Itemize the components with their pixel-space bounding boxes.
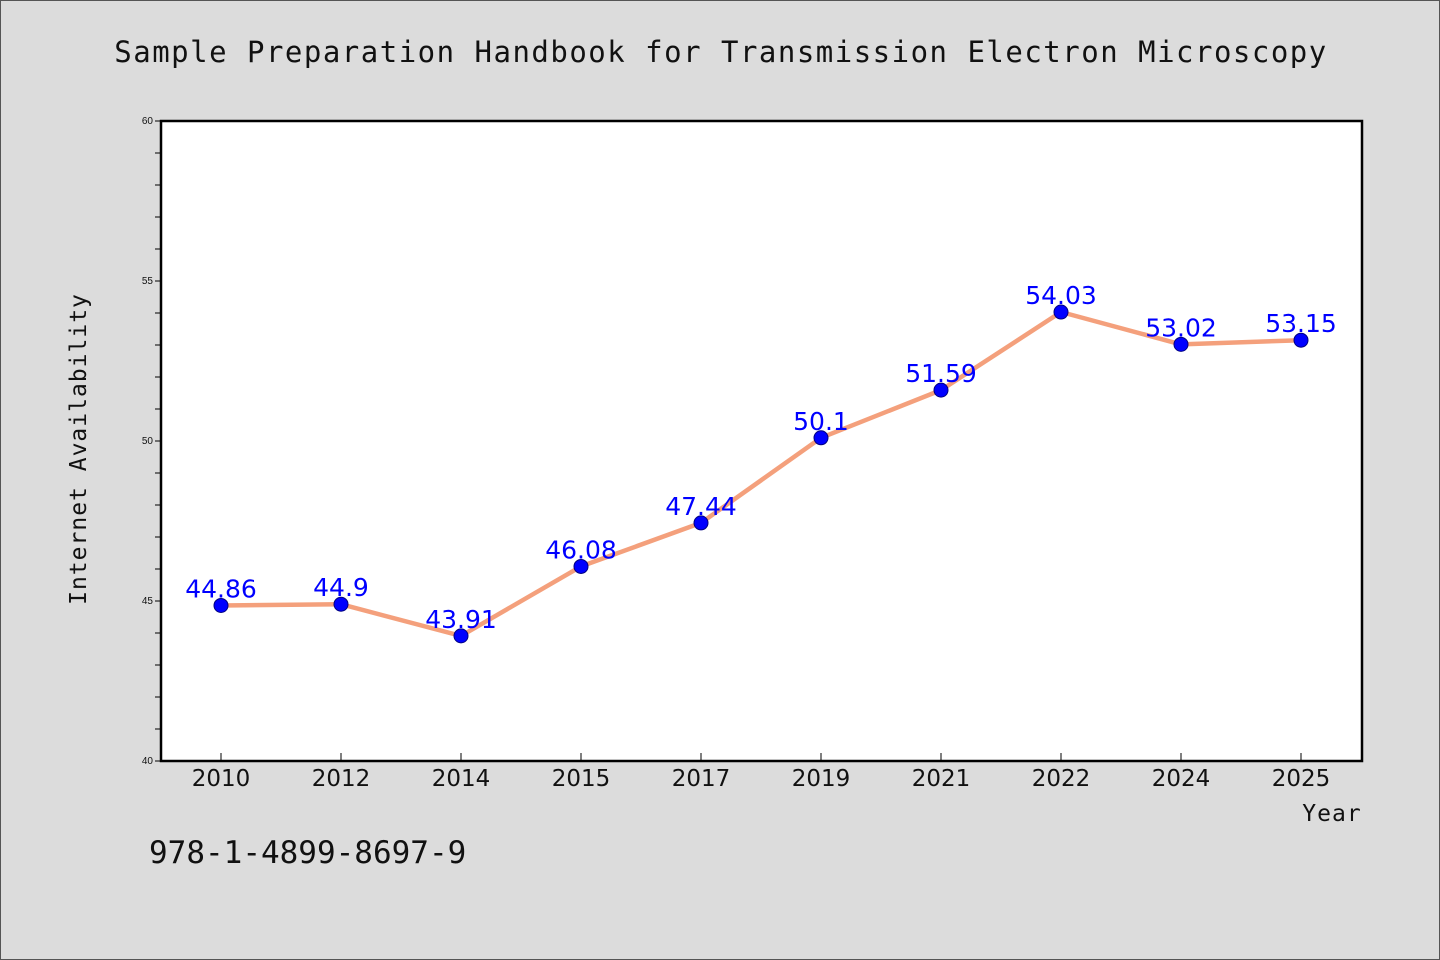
- series-line: [218, 309, 1304, 639]
- x-tick-label: 2024: [1152, 766, 1211, 792]
- data-point: [1293, 332, 1309, 348]
- data-point: [813, 430, 829, 446]
- y-tick-label: 40: [142, 756, 154, 767]
- plot-frame: [159, 119, 1364, 763]
- x-tick-label: 2021: [912, 766, 971, 792]
- data-point: [1173, 336, 1189, 352]
- data-label: 46.08: [545, 535, 617, 564]
- x-tick-label: 2012: [312, 766, 371, 792]
- data-point: [933, 382, 949, 398]
- data-point: [333, 596, 349, 612]
- chart-title: Sample Preparation Handbook for Transmis…: [114, 35, 1328, 69]
- y-axis-label: Internet Availability: [66, 293, 92, 605]
- data-label: 44.9: [313, 573, 369, 602]
- x-tick-label: 2022: [1032, 766, 1091, 792]
- y-tick-label: 45: [142, 596, 154, 607]
- y-tick-label: 50: [142, 436, 154, 447]
- x-axis-ticks: 2010 2012 2014 2015 2017 2019 2021 2022 2024 2025: [192, 753, 1331, 792]
- x-tick-label: 2010: [192, 766, 251, 792]
- data-point: [453, 628, 469, 644]
- data-point: [573, 558, 589, 574]
- data-point: [213, 597, 229, 613]
- x-tick-label: 2019: [792, 766, 851, 792]
- data-label: 51.59: [905, 359, 977, 388]
- data-label: 47.44: [665, 492, 737, 521]
- data-point: [1053, 304, 1069, 320]
- plot-area: [161, 121, 1362, 761]
- data-markers: [213, 304, 1309, 644]
- x-tick-label: 2017: [672, 766, 731, 792]
- data-point: [693, 515, 709, 531]
- x-tick-label: 2025: [1272, 766, 1331, 792]
- data-label: 54.03: [1025, 281, 1097, 310]
- data-labels: 44.86 44.9 43.91 46.08 47.44 50.1 51.59 54.03 53…: [185, 281, 1337, 634]
- y-axis-ticks: 40 45 50 55 60: [142, 116, 161, 767]
- y-tick-label: 60: [142, 116, 154, 127]
- x-tick-label: 2014: [432, 766, 491, 792]
- x-tick-label: 2015: [552, 766, 611, 792]
- data-label: 50.1: [793, 407, 849, 436]
- x-axis-label: Year: [1302, 801, 1361, 827]
- isbn-text: 978-1-4899-8697-9: [149, 835, 467, 871]
- y-tick-label: 55: [142, 276, 154, 287]
- data-label: 53.15: [1265, 309, 1337, 338]
- data-label: 43.91: [425, 605, 497, 634]
- data-label: 44.86: [185, 574, 257, 603]
- data-label: 53.02: [1145, 313, 1217, 342]
